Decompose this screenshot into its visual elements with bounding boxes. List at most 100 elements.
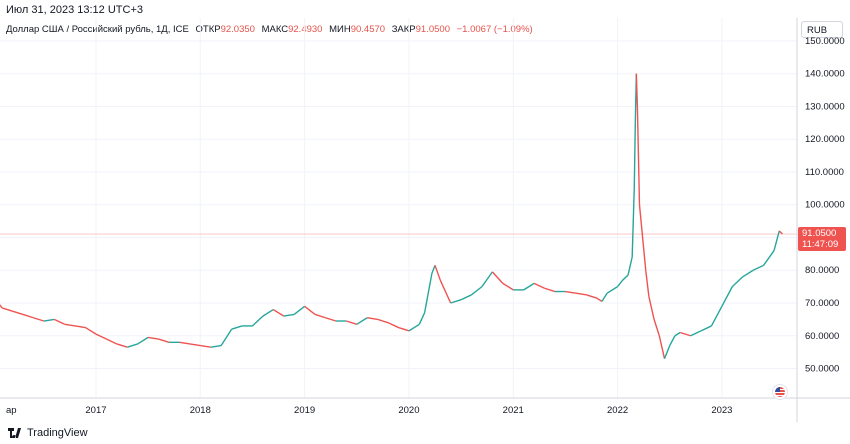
price-segment	[423, 273, 433, 313]
price-segment	[262, 308, 274, 317]
price-segment	[575, 292, 587, 296]
low-label: МИН	[329, 24, 351, 35]
price-segment	[116, 343, 128, 348]
price-segment	[533, 282, 545, 289]
us-flag-icon[interactable]	[772, 384, 788, 400]
price-segment	[33, 317, 45, 322]
y-tick-label: 110.0000	[805, 167, 844, 178]
price-segment	[778, 230, 783, 235]
x-tick-label: 2017	[85, 405, 106, 416]
y-tick-label: 150.0000	[805, 36, 845, 47]
x-tick-label: 2020	[398, 405, 419, 416]
x-tick-label: 2022	[607, 405, 628, 416]
price-segment	[471, 286, 483, 296]
price-segment	[669, 335, 676, 346]
x-tick-label: 2021	[503, 405, 524, 416]
price-segment	[346, 320, 357, 325]
symbol-title[interactable]: Доллар США / Российский рубль, 1Д, ICE	[6, 24, 189, 35]
price-segment	[231, 325, 243, 330]
price-segment	[523, 282, 535, 291]
price-segment	[633, 122, 637, 189]
price-segment	[645, 270, 650, 297]
price-segment	[565, 290, 576, 294]
price-segment	[622, 274, 629, 281]
last-price-tag: 91.0500 11:47:09	[798, 227, 846, 252]
footer: TradingView	[8, 427, 88, 439]
last-price: 91.0500	[802, 228, 837, 240]
tradingview-logo-icon	[8, 428, 21, 439]
low-value: 90.4570	[350, 24, 386, 35]
price-segment	[210, 344, 222, 348]
price-segment	[148, 336, 159, 340]
price-segment	[127, 343, 138, 348]
price-segment	[43, 318, 55, 322]
price-segment	[418, 312, 426, 325]
price-segment	[601, 292, 608, 302]
chart-plot	[0, 73, 797, 359]
x-tick-label: 2019	[294, 405, 315, 416]
price-segment	[22, 313, 34, 319]
price-segment	[283, 313, 295, 317]
price-segment	[158, 338, 170, 343]
price-segment	[638, 204, 644, 238]
price-segment	[179, 341, 190, 345]
price-segment	[367, 317, 378, 321]
time-axis: ар 2017 2018 2019 2020 2021 2022 2023	[0, 397, 850, 416]
top-bar: Июл 31, 2023 13:12 UTC+3	[0, 0, 850, 20]
x-tick-label: 2023	[711, 405, 732, 416]
price-segment	[314, 313, 326, 319]
y-tick-label: 120.0000	[805, 134, 845, 145]
y-tick-label: 50.0000	[805, 364, 839, 375]
price-segment	[700, 325, 712, 332]
price-segment	[752, 264, 764, 271]
price-segment	[731, 276, 744, 288]
chart-grid	[0, 18, 797, 398]
price-segment	[95, 333, 107, 340]
high-value: 92.4930	[288, 24, 323, 35]
price-segment	[653, 319, 660, 336]
price-segment	[272, 308, 285, 317]
y-tick-label: 140.0000	[805, 69, 845, 80]
timestamp: Июл 31, 2023 13:12 UTC+3	[6, 4, 143, 16]
price-segment	[679, 331, 691, 337]
open-value: 92.0350	[220, 24, 255, 35]
price-segment	[304, 305, 316, 316]
price-segment	[450, 299, 462, 304]
price-segment	[481, 271, 493, 288]
price-segment	[431, 265, 436, 274]
price-segment	[1, 307, 13, 312]
price-segment	[627, 256, 633, 276]
price-segment	[710, 305, 723, 327]
price-segment	[544, 287, 556, 293]
currency-button[interactable]: RUB	[801, 21, 843, 38]
price-segment	[251, 315, 264, 327]
price-segment	[200, 344, 211, 348]
price-segment	[387, 322, 399, 329]
price-segment	[586, 294, 597, 299]
price-segment	[596, 297, 603, 302]
price-segment	[502, 282, 514, 291]
close-label: ЗАКР	[391, 24, 416, 35]
ohlc-legend: Доллар США / Российский рубль, 1Д, ICE О…	[6, 24, 533, 35]
price-segment	[690, 330, 702, 337]
y-tick-label: 100.0000	[805, 200, 845, 211]
price-axis: 50.000060.000070.000080.000090.0000100.0…	[796, 18, 845, 422]
price-segment	[721, 286, 733, 307]
price-segment	[658, 335, 666, 359]
brand-name: TradingView	[27, 427, 88, 439]
price-segment	[439, 279, 452, 304]
price-segment	[356, 317, 368, 325]
price-segment	[773, 230, 780, 251]
y-tick-label: 60.0000	[805, 331, 839, 342]
price-segment	[674, 331, 681, 337]
price-segment	[742, 269, 754, 278]
price-segment	[763, 250, 775, 266]
price-segment	[617, 279, 624, 288]
x-tick-label: 2018	[190, 405, 211, 416]
close-value: 91.0500	[415, 24, 450, 35]
price-segment	[648, 296, 655, 320]
price-segment	[635, 73, 639, 107]
price-segment	[460, 294, 472, 301]
price-segment	[491, 271, 504, 284]
